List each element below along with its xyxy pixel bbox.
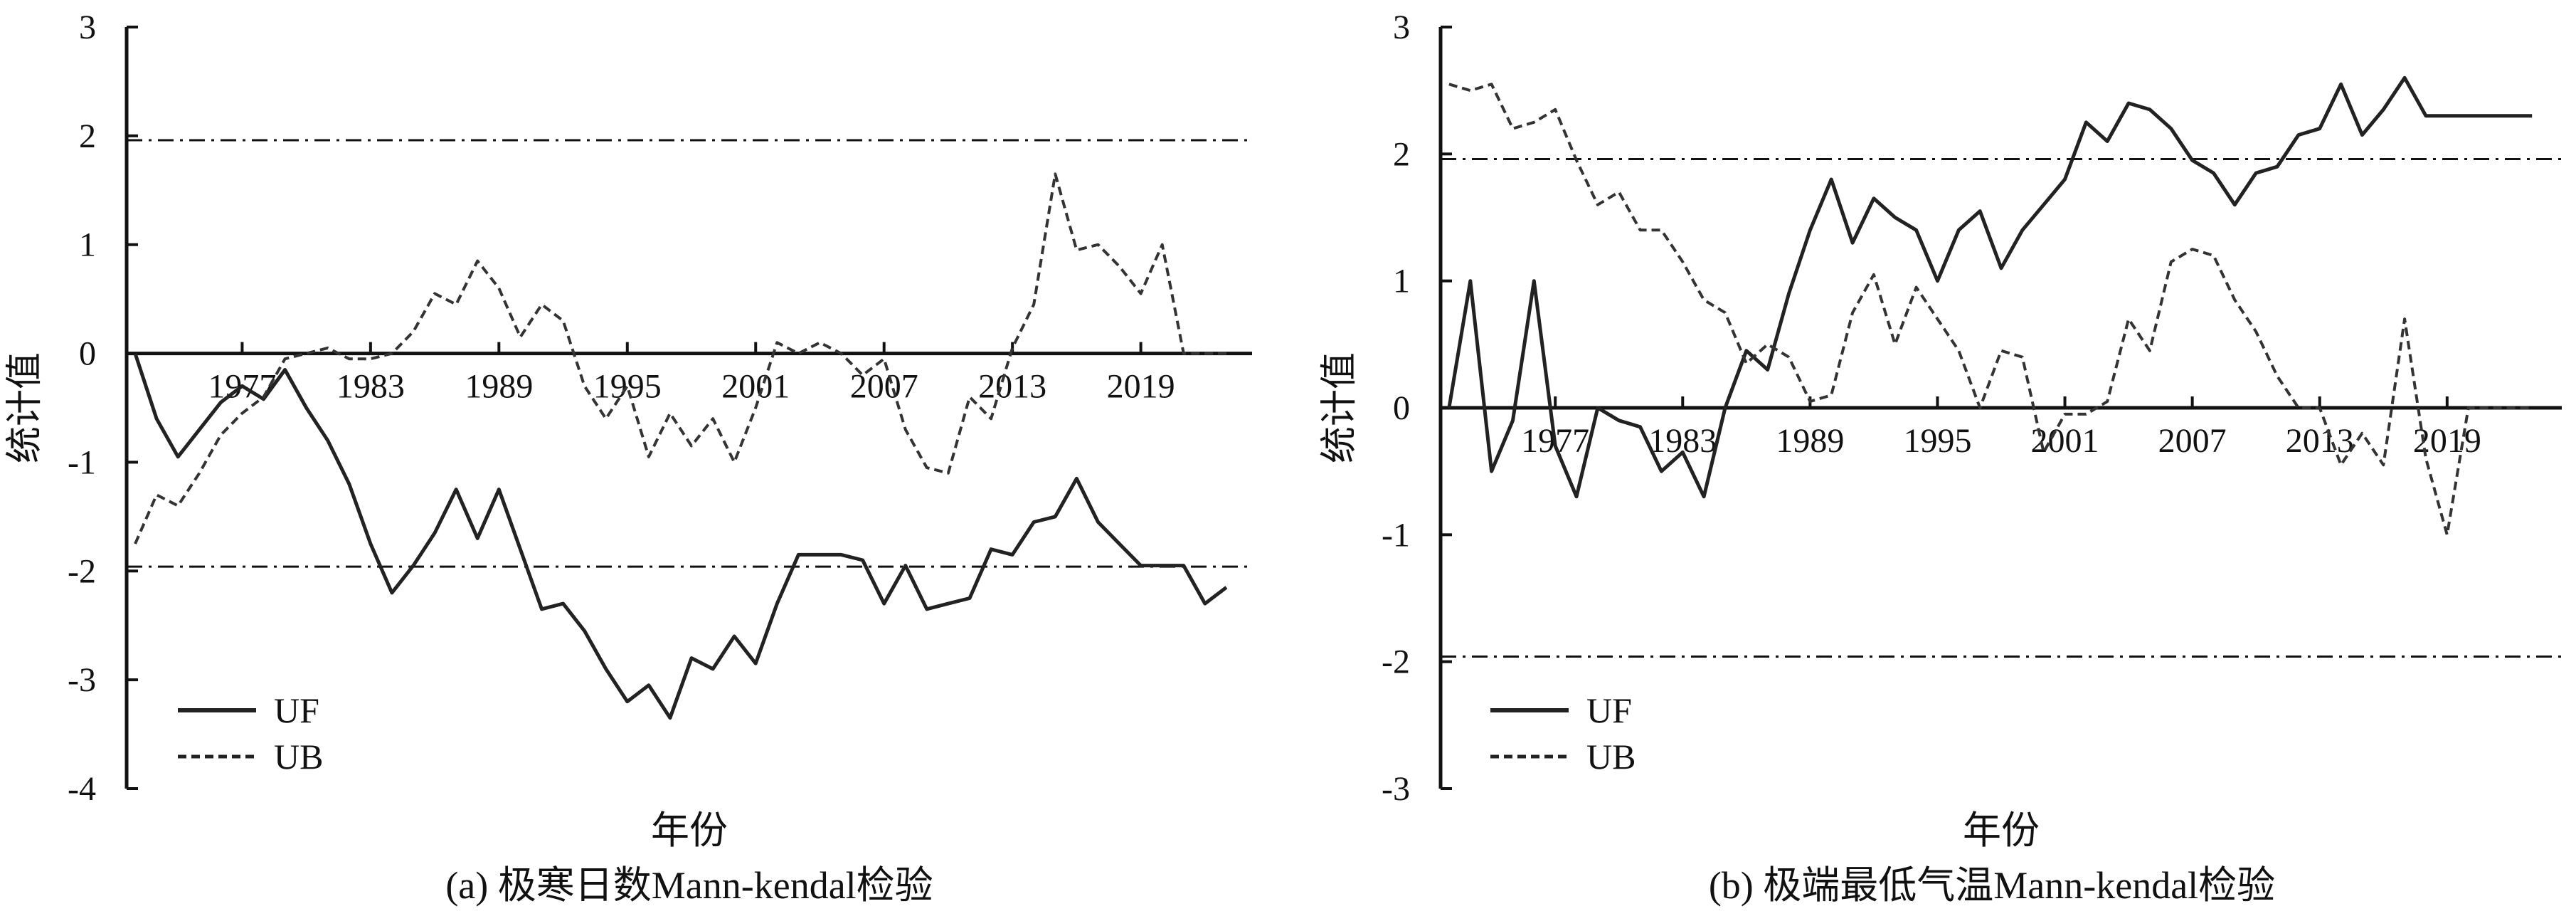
x-tick-label: 1989 — [1776, 422, 1844, 460]
data-point-ub — [1661, 230, 1662, 231]
x-tick-label: 2019 — [1107, 368, 1175, 406]
y-tick-label: -2 — [1382, 643, 1410, 681]
y-axis-title: 统计值 — [5, 352, 46, 463]
chart-title: (b) 极端最低气温Mann-kendal检验 — [1709, 864, 2275, 907]
data-point-ub — [734, 462, 735, 463]
data-point-ub — [2277, 376, 2278, 377]
series-line-ub — [1448, 83, 2533, 537]
x-axis-title: 年份 — [651, 809, 728, 852]
data-point-ub — [669, 413, 670, 414]
data-point-ub — [456, 304, 457, 305]
data-point-ub — [1512, 128, 1513, 129]
y-axis-title: 统计值 — [1320, 352, 1360, 463]
y-tick-label: -4 — [68, 770, 96, 808]
x-tick-label: 1995 — [1903, 422, 1971, 460]
data-point-ub — [1618, 191, 1619, 192]
data-point-ub — [1831, 395, 1832, 396]
y-tick-label: -2 — [68, 552, 96, 590]
y-tick-label: 1 — [1393, 263, 1410, 300]
y-tick-label: 2 — [79, 117, 96, 155]
y-tick-label: -3 — [68, 661, 96, 699]
x-tick-label: 1983 — [336, 368, 405, 406]
legend-label-uf: UF — [1586, 690, 1632, 730]
series-line-ub — [134, 172, 1226, 544]
x-tick-label: 2001 — [2031, 422, 2099, 460]
x-tick-label: 1995 — [593, 368, 662, 406]
y-tick-label: 3 — [1393, 9, 1410, 46]
x-tick-label: 2013 — [2286, 422, 2354, 460]
x-tick-label: 2001 — [721, 368, 790, 406]
y-tick-label: -1 — [1382, 516, 1410, 554]
series-line-uf — [133, 352, 1228, 720]
legend-label-ub: UB — [274, 737, 323, 777]
y-tick-label: -3 — [1382, 770, 1410, 808]
data-point-ub — [605, 418, 606, 419]
y-tick-label: 0 — [79, 335, 96, 373]
data-point-ub — [1076, 250, 1077, 251]
chart-title: (a) 极寒日数Mann-kendal检验 — [445, 864, 933, 907]
y-tick-label: 3 — [79, 9, 96, 46]
series-line-uf — [1447, 75, 2533, 499]
data-point-ub — [1119, 266, 1120, 267]
y-tick-label: 2 — [1393, 135, 1410, 173]
y-tick-label: 1 — [79, 226, 96, 264]
data-point-ub — [178, 505, 179, 506]
legend-label-ub: UB — [1586, 737, 1636, 777]
data-point-ub — [1958, 350, 1959, 351]
x-tick-label: 1989 — [465, 368, 533, 406]
y-tick-label: 0 — [1393, 389, 1410, 427]
data-point-ub — [1746, 363, 1747, 364]
x-axis-title: 年份 — [1963, 809, 2040, 852]
legend-label-uf: UF — [274, 690, 319, 730]
y-tick-label: -1 — [68, 443, 96, 481]
x-tick-label: 2007 — [2158, 422, 2227, 460]
x-tick-label: 2013 — [978, 368, 1046, 406]
data-point-ub — [541, 304, 542, 305]
